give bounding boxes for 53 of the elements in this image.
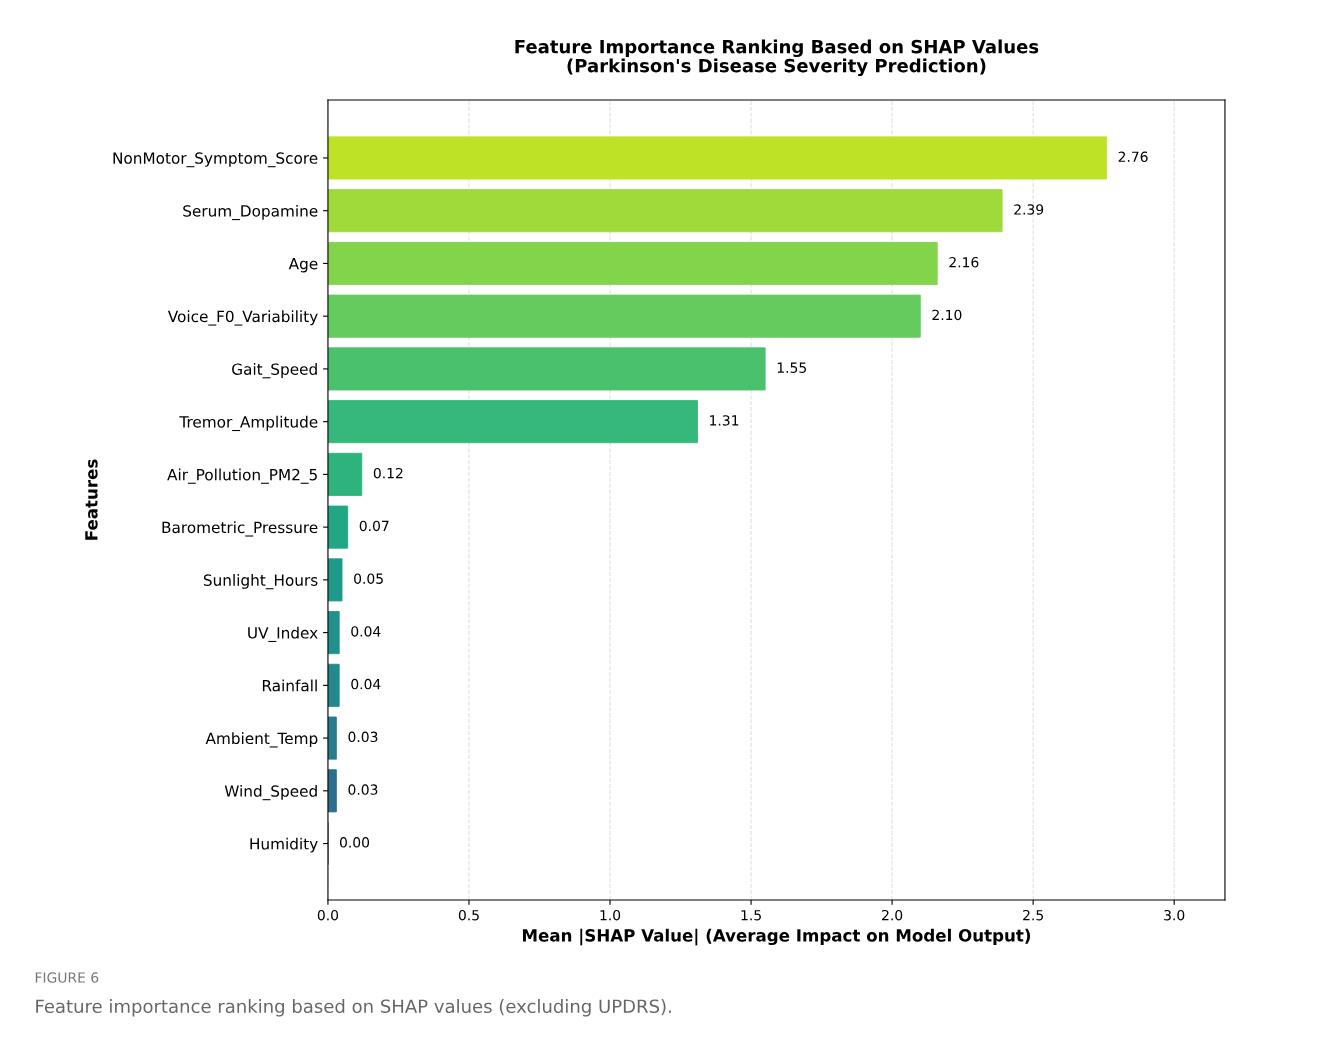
data-label: 0.12 — [373, 467, 403, 479]
bar — [327, 663, 340, 707]
data-label: 2.76 — [1118, 151, 1148, 162]
data-label: 0.04 — [351, 626, 381, 637]
x-tick-label: 0.0 — [317, 909, 339, 921]
y-tick-label: Barometric_Pressure — [162, 521, 318, 537]
caption: FIGURE 6 — [35, 972, 99, 983]
data-label: 1.31 — [710, 415, 739, 426]
data-label: 1.55 — [777, 362, 806, 373]
bar — [327, 558, 343, 602]
data-label: 0.04 — [351, 678, 381, 690]
data-label: 2.10 — [932, 309, 962, 321]
y-tick-label: Serum_Dopamine — [183, 204, 318, 221]
y-tick-label: Tremor_Amplitude — [179, 415, 318, 432]
text: Feature importance ranking based on SHAP values (excluding UPDRS). — [36, 999, 671, 1017]
y-tick-label: Gait_Speed — [232, 363, 317, 379]
chart-title: Feature Importance Ranking Based on SHAP Values (Parkinson's Disease Severity Prediction) — [515, 39, 1039, 77]
x-tick-label: 1.0 — [600, 909, 621, 921]
y-tick-label: Air_Pollution_PM2_5 — [167, 468, 317, 484]
bar — [327, 769, 337, 813]
bar — [327, 400, 698, 444]
x-tick-label: 1.5 — [741, 910, 761, 921]
y-tick-label: Sunlight_Hours — [203, 574, 318, 590]
bar — [327, 452, 363, 496]
data-label: 0.05 — [354, 573, 383, 584]
data-label: 2.39 — [1014, 204, 1044, 215]
x-tick-label: 3.0 — [1164, 909, 1185, 921]
y-tick-label: Voice_F0_Variability — [167, 310, 318, 326]
y-tick-label: Ambient_Temp — [205, 732, 318, 748]
data-label: 0.03 — [348, 784, 378, 795]
bar — [327, 294, 921, 338]
bar — [327, 241, 938, 285]
bar — [327, 716, 337, 760]
bar — [327, 611, 340, 655]
x-tick-label: 2.5 — [1023, 909, 1043, 921]
bar — [327, 505, 349, 549]
x-tick-label: 0.5 — [458, 909, 479, 921]
bar — [327, 189, 1003, 233]
y-tick-label: Age — [288, 258, 318, 273]
data-label: 0.07 — [359, 520, 389, 532]
data-label: 2.16 — [949, 256, 979, 268]
bar — [327, 347, 766, 391]
data-label: 0.00 — [339, 837, 370, 848]
x-axis-title: Mean |SHAP Value| (Average Impact on Model Output) — [522, 928, 1031, 946]
y-axis-title: Features — [85, 459, 98, 540]
y-tick-label: UV_Index — [248, 626, 318, 643]
y-tick-label: Rainfall — [262, 679, 317, 692]
y-tick-label: Wind_Speed — [224, 785, 317, 801]
y-tick-label: NonMotor_Symptom_Score — [113, 152, 318, 168]
data-label: 0.03 — [348, 731, 378, 743]
y-tick-label: Humidity — [250, 837, 318, 853]
x-tick-label: 2.0 — [882, 909, 903, 921]
bar — [327, 136, 1107, 180]
